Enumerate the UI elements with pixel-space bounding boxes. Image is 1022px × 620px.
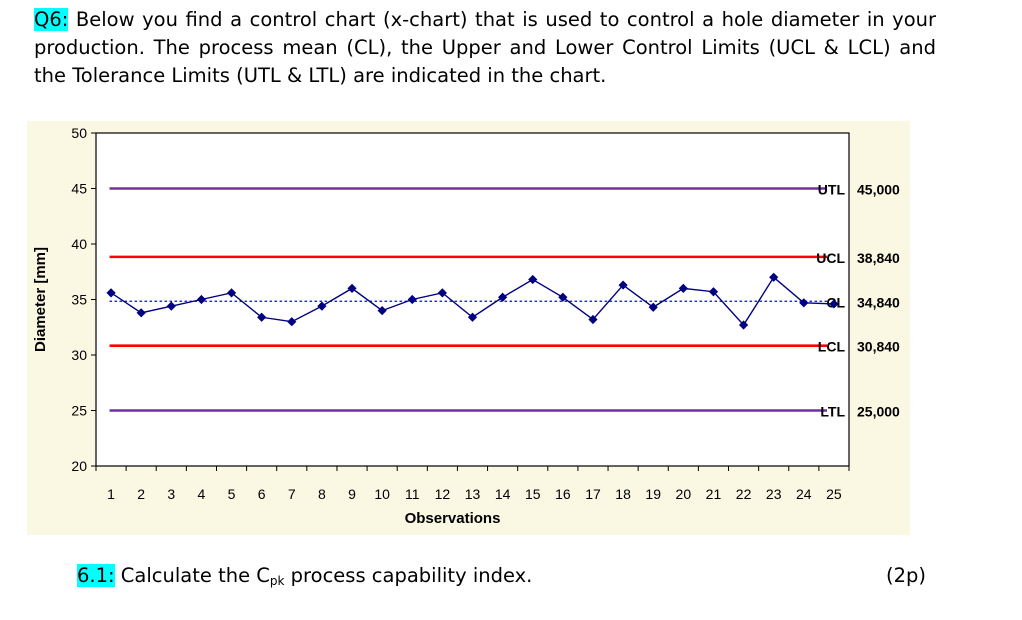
x-tick-label: 5 — [228, 486, 236, 502]
ucl-label: UCL — [816, 250, 845, 266]
y-axis-title: Diameter [mm] — [32, 247, 49, 352]
x-tick-label: 6 — [258, 486, 266, 502]
data-point — [498, 292, 508, 302]
ucl-value: 38,840 — [857, 250, 900, 266]
data-point — [829, 299, 839, 309]
x-tick-label: 20 — [676, 486, 692, 502]
y-tick-label: 20 — [71, 458, 87, 474]
lcl-value: 30,840 — [857, 339, 900, 355]
y-tick-label: 50 — [71, 125, 87, 141]
y-tick-label: 35 — [71, 292, 87, 308]
y-tick-label: 30 — [71, 347, 87, 363]
plot-area — [95, 132, 850, 467]
question-body: Below you find a control chart (x-chart)… — [34, 8, 936, 87]
question-text: Q6: Below you find a control chart (x-ch… — [34, 6, 936, 90]
ltl-value: 25,000 — [857, 404, 900, 420]
x-tick-label: 11 — [405, 486, 420, 502]
subquestion-text-after: process capability index. — [284, 564, 533, 587]
x-tick-label: 22 — [736, 486, 752, 502]
x-tick-label: 2 — [137, 486, 145, 502]
x-tick-label: 23 — [766, 486, 782, 502]
data-point — [618, 280, 628, 290]
subquestion-text-before: Calculate the C — [114, 564, 270, 587]
utl-value: 45,000 — [857, 182, 900, 198]
cl-value: 34,840 — [857, 294, 900, 310]
x-tick-label: 15 — [525, 486, 541, 502]
y-tick-label: 45 — [71, 181, 87, 197]
y-tick-label: 25 — [71, 403, 87, 419]
x-tick-label: 10 — [374, 486, 390, 502]
control-chart: 20 25 30 35 40 45 50 1 2 3 4 5 6 7 8 9 10 11 12 13 14 15 16 17 1… — [27, 121, 910, 535]
x-tick-label: 14 — [495, 486, 511, 502]
data-point — [287, 317, 297, 327]
data-point — [136, 308, 146, 318]
x-tick-label: 24 — [796, 486, 812, 502]
x-tick-label: 25 — [826, 486, 842, 502]
x-axis-title: Observations — [405, 510, 501, 527]
subquestion: 6.1: Calculate the Cpk process capabilit… — [77, 564, 532, 588]
x-tick-label: 9 — [348, 486, 356, 502]
x-tick-label: 12 — [435, 486, 451, 502]
data-point — [467, 312, 478, 322]
utl-label: UTL — [818, 182, 846, 198]
x-tick-label: 3 — [167, 486, 175, 502]
x-tick-label: 13 — [465, 486, 481, 502]
ltl-label: LTL — [820, 404, 845, 420]
x-tick-label: 7 — [288, 486, 296, 502]
data-point — [407, 294, 417, 305]
data-point — [196, 294, 207, 305]
data-point — [769, 272, 779, 282]
x-tick-label: 18 — [615, 486, 631, 502]
subquestion-number: 6.1: — [77, 564, 115, 587]
subquestion-subscript: pk — [269, 574, 285, 588]
x-tick-label: 19 — [645, 486, 661, 502]
x-tick-label: 16 — [555, 486, 571, 502]
x-tick-label: 17 — [585, 486, 601, 502]
x-tick-label: 1 — [107, 486, 115, 502]
y-tick-label: 40 — [71, 236, 87, 252]
x-tick-label: 4 — [198, 486, 206, 502]
x-tick-label: 21 — [706, 486, 722, 502]
lcl-label: LCL — [818, 339, 846, 355]
points-label: (2p) — [886, 564, 926, 587]
x-tick-label: 8 — [318, 486, 326, 502]
question-number: Q6: — [34, 8, 69, 31]
data-point — [317, 301, 327, 311]
